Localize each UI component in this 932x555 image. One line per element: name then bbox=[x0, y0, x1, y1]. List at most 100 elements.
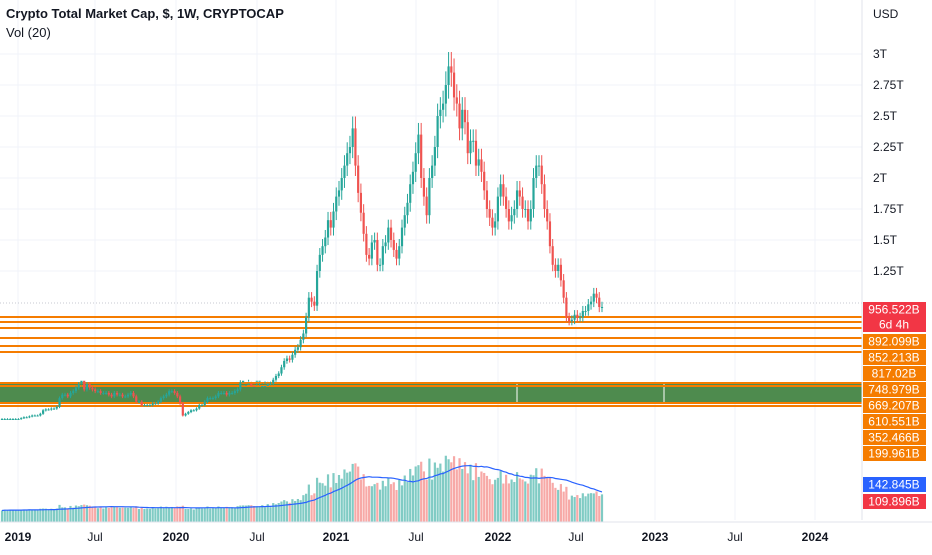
volume-bar bbox=[206, 506, 209, 522]
candle-body bbox=[255, 380, 258, 382]
volume-bar bbox=[346, 472, 349, 522]
volume-bar bbox=[507, 483, 510, 522]
volume-bar bbox=[469, 464, 472, 522]
volume-bar bbox=[472, 480, 475, 522]
volume-bar bbox=[557, 489, 560, 522]
candle-body bbox=[305, 317, 308, 334]
candle-body bbox=[417, 134, 420, 154]
volume-bar bbox=[483, 472, 486, 522]
volume-bar bbox=[189, 508, 193, 522]
volume-bar bbox=[28, 509, 31, 522]
volume-bar bbox=[118, 507, 121, 522]
candle-body bbox=[263, 386, 267, 387]
candle-body bbox=[318, 254, 321, 271]
volume-bar bbox=[148, 508, 152, 522]
y-tick-label: 1.25T bbox=[873, 264, 904, 278]
candle-body bbox=[483, 171, 486, 191]
volume-bar bbox=[269, 507, 272, 522]
volume-bar bbox=[25, 510, 28, 522]
candle-body bbox=[261, 386, 264, 387]
volume-bar bbox=[195, 508, 198, 522]
candle-body bbox=[33, 415, 36, 417]
volume-ma-line bbox=[1, 464, 603, 512]
candle-body bbox=[110, 394, 113, 397]
candle-body bbox=[105, 392, 108, 394]
volume-bar bbox=[296, 498, 299, 522]
candle-body bbox=[283, 361, 286, 368]
level-label: 892.099B bbox=[868, 335, 919, 349]
candle-body bbox=[184, 413, 187, 416]
candle-body bbox=[496, 196, 499, 222]
volume-bar bbox=[151, 508, 154, 522]
candle-body bbox=[72, 391, 75, 393]
candle-body bbox=[400, 227, 404, 247]
volume-bar bbox=[305, 493, 308, 522]
candle-body bbox=[22, 417, 26, 419]
volume-bar bbox=[39, 508, 42, 522]
candle-body bbox=[559, 264, 563, 281]
candle-body bbox=[0, 419, 4, 420]
volume-bar bbox=[157, 508, 160, 522]
candle-body bbox=[91, 387, 94, 390]
volume-bar bbox=[239, 505, 242, 522]
candle-body bbox=[11, 419, 15, 420]
countdown-label-bg bbox=[863, 317, 926, 332]
candle-body bbox=[69, 392, 72, 397]
candle-body bbox=[222, 392, 226, 394]
candle-body bbox=[231, 392, 234, 394]
volume-bar bbox=[452, 456, 456, 522]
volume-bar bbox=[551, 482, 554, 522]
candle-body bbox=[63, 394, 67, 396]
candle-body bbox=[521, 196, 524, 209]
candle-body bbox=[398, 246, 401, 259]
candle-body bbox=[576, 314, 579, 318]
candle-body bbox=[315, 271, 319, 306]
volume-bar bbox=[222, 507, 226, 522]
volume-bar bbox=[52, 508, 56, 522]
candle-body bbox=[444, 85, 447, 104]
volume-bar bbox=[494, 479, 497, 522]
candle-body bbox=[170, 391, 173, 393]
volume-bar bbox=[173, 507, 176, 522]
volume-bar bbox=[22, 509, 26, 522]
candle-body bbox=[187, 412, 190, 414]
x-tick-label: Jul bbox=[727, 530, 742, 544]
candle-body bbox=[94, 389, 97, 392]
candle-body bbox=[359, 192, 363, 213]
candle-body bbox=[140, 401, 143, 406]
volume-bar bbox=[329, 487, 332, 522]
volume-bar bbox=[515, 472, 519, 522]
candle-body bbox=[233, 391, 236, 393]
candle-body bbox=[154, 403, 157, 405]
volume-bar bbox=[592, 493, 595, 522]
candle-body bbox=[41, 410, 45, 414]
candle-body bbox=[535, 165, 538, 178]
volume-bar bbox=[420, 461, 423, 522]
volume-bar bbox=[11, 510, 15, 522]
level-label: 852.213B bbox=[868, 351, 919, 365]
candle-body bbox=[340, 178, 343, 191]
volume-bar bbox=[129, 506, 132, 522]
candle-body bbox=[74, 387, 78, 392]
level-label-bg bbox=[863, 382, 926, 397]
level-label: 817.02B bbox=[872, 367, 917, 381]
volume-bar bbox=[258, 506, 261, 522]
volume-bar bbox=[335, 482, 338, 522]
candle-body bbox=[307, 297, 310, 318]
volume-bar bbox=[187, 508, 190, 522]
volume-bar bbox=[368, 485, 371, 522]
candle-body bbox=[17, 419, 20, 420]
x-tick-label: Jul bbox=[408, 530, 423, 544]
candle-body bbox=[343, 165, 346, 178]
volume-bar bbox=[250, 505, 253, 522]
candle-body bbox=[118, 394, 121, 396]
candle-body bbox=[274, 376, 278, 380]
candle-body bbox=[488, 209, 491, 218]
candle-body bbox=[159, 398, 163, 402]
candle-body bbox=[447, 66, 450, 85]
candle-body bbox=[252, 386, 256, 387]
volume-indicator-label: Vol (20) bbox=[6, 25, 51, 40]
volume-bar bbox=[400, 485, 404, 522]
level-label-bg bbox=[863, 430, 926, 445]
